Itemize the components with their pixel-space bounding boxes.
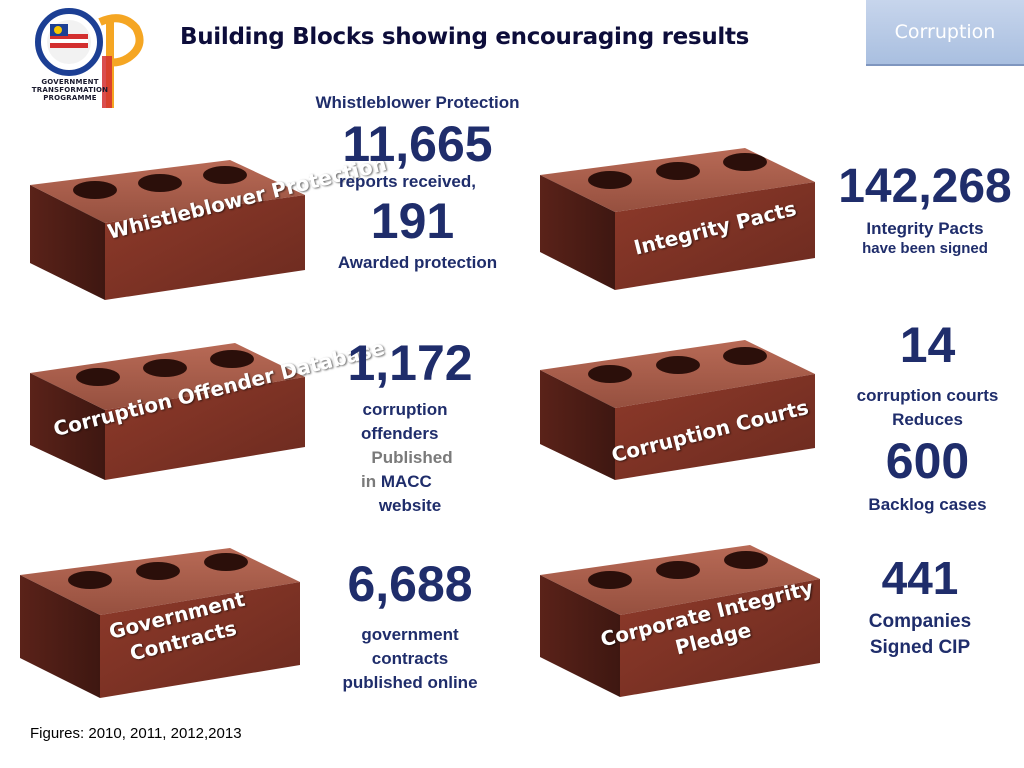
stat-offenders-line3: Published bbox=[371, 448, 453, 467]
corruption-tab[interactable]: Corruption bbox=[866, 0, 1024, 66]
brick-offender-database: Corruption Offender Database bbox=[10, 335, 387, 485]
gtp-logo: GOVERNMENT TRANSFORMATION PROGRAMME bbox=[14, 6, 164, 118]
brick-icon bbox=[20, 548, 300, 698]
brick-government-contracts: Government Contracts bbox=[5, 540, 305, 698]
stat-offenders-value: 1,172 bbox=[347, 335, 473, 391]
stat-offenders-line1: corruption bbox=[362, 400, 448, 419]
stat-offenders-line2: offenders bbox=[361, 424, 439, 443]
footer-figures: Figures: 2010, 2011, 2012,2013 bbox=[30, 725, 242, 742]
stat-integrity-pacts-value: 142,268 bbox=[838, 160, 1012, 213]
gtp-logo-graphic bbox=[35, 8, 144, 108]
stat-integrity-pacts-label2: have been signed bbox=[862, 240, 988, 257]
stat-contracts-line3: published online bbox=[342, 673, 478, 692]
brick-corporate-integrity-pledge: Corporate Integrity Pledge bbox=[525, 535, 825, 697]
stat-reports-label: reports received, bbox=[338, 172, 476, 191]
brick-icon bbox=[540, 340, 815, 480]
logo-text-2: TRANSFORMATION bbox=[31, 86, 109, 94]
brick-whistleblower: Whistleblower Protection bbox=[10, 151, 389, 305]
stat-contracts: 6,688 government contracts published onl… bbox=[315, 557, 505, 695]
brick-integrity-pacts: Integrity Pacts bbox=[520, 140, 820, 290]
stat-offenders-line5: website bbox=[378, 496, 442, 515]
stat-backlog-label: Backlog cases bbox=[868, 495, 987, 514]
brick-icon bbox=[30, 343, 305, 480]
logo-text-1: GOVERNMENT bbox=[41, 78, 99, 86]
stat-cip: 441 Companies Signed CIP bbox=[840, 553, 1000, 661]
logo-text-3: PROGRAMME bbox=[43, 94, 97, 102]
brick-icon bbox=[540, 148, 815, 290]
stat-contracts-value: 6,688 bbox=[347, 556, 473, 612]
stat-whistleblower: Whistleblower Protection 11,665 reports … bbox=[290, 92, 545, 273]
stat-reports-value: 11,665 bbox=[342, 116, 493, 172]
stat-cip-line1: Companies bbox=[868, 611, 972, 632]
stat-integrity-pacts-label1: Integrity Pacts bbox=[866, 219, 984, 238]
stat-offenders-line4: in MACC bbox=[345, 470, 465, 494]
stat-courts-line2: Reduces bbox=[892, 410, 963, 429]
stat-offenders-macc: MACC bbox=[380, 472, 432, 491]
stat-integrity-pacts: 142,268 Integrity Pacts have been signed bbox=[820, 160, 1024, 258]
stat-awarded-value: 191 bbox=[370, 193, 455, 249]
stat-contracts-line1: government bbox=[361, 625, 459, 644]
brick-icon bbox=[540, 545, 820, 697]
brick-icon bbox=[30, 160, 305, 300]
stat-contracts-line2: contracts bbox=[371, 649, 449, 668]
stat-awarded-label: Awarded protection bbox=[337, 253, 498, 272]
stat-whistleblower-heading: Whistleblower Protection bbox=[315, 93, 520, 112]
stat-courts: 14 corruption courts Reduces 600 Backlog… bbox=[835, 318, 1020, 515]
stat-offenders-in: in bbox=[361, 472, 377, 491]
brick-corruption-courts: Corruption Courts bbox=[520, 330, 820, 480]
stat-cip-value: 441 bbox=[881, 552, 959, 604]
stat-offenders: 1,172 corruption offenders Published in … bbox=[315, 336, 505, 518]
stat-backlog-value: 600 bbox=[885, 433, 970, 489]
stat-cip-line2: Signed CIP bbox=[869, 637, 971, 658]
stat-courts-line1: corruption courts bbox=[856, 386, 999, 405]
stat-courts-value: 14 bbox=[899, 317, 956, 373]
page-title: Building Blocks showing encouraging resu… bbox=[180, 24, 750, 50]
